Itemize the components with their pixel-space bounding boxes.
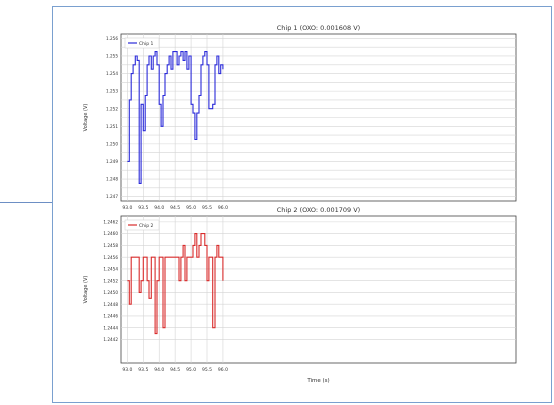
y-tick-label: 1.2452 bbox=[103, 278, 118, 283]
y-tick-label: 1.254 bbox=[106, 71, 118, 76]
legend-box bbox=[124, 37, 160, 49]
plot-area bbox=[120, 215, 517, 364]
chart-title-chip-1: Chip 1 (OXO: 0.001608 V) bbox=[277, 24, 360, 32]
y-tick-label: 1.2458 bbox=[103, 243, 118, 248]
y-tick-label: 1.256 bbox=[106, 36, 118, 41]
y-tick-label: 1.2442 bbox=[103, 337, 118, 342]
y-tick-label: 1.251 bbox=[106, 124, 118, 129]
y-axis-label-chip-1: Voltage (V) bbox=[83, 104, 89, 132]
chart-title-chip-2: Chip 2 (OXO: 0.001709 V) bbox=[277, 206, 360, 214]
y-tick-label: 1.250 bbox=[106, 141, 118, 146]
y-tick-label: 1.2448 bbox=[103, 302, 118, 307]
y-tick-label: 1.255 bbox=[106, 54, 118, 59]
y-tick-label: 1.2446 bbox=[103, 314, 118, 319]
chart-chip-1: Chip 1 (OXO: 0.001608 V) Voltage (V) 93.… bbox=[83, 24, 517, 211]
series-line-chip-1 bbox=[127, 51, 224, 184]
y-axis-label-chip-2: Voltage (V) bbox=[83, 276, 89, 304]
x-tick-label: 95.0 bbox=[186, 367, 196, 373]
y-tick-label: 1.2462 bbox=[103, 219, 118, 224]
x-tick-label: 95.0 bbox=[186, 205, 196, 211]
x-tick-label: 94.0 bbox=[154, 205, 164, 211]
y-tick-label: 1.2460 bbox=[103, 231, 118, 236]
series-line-chip-2 bbox=[127, 233, 224, 335]
y-tick-label: 1.2454 bbox=[103, 267, 118, 272]
y-tick-label: 1.248 bbox=[106, 177, 118, 182]
x-tick-label: 96.0 bbox=[218, 367, 228, 373]
legend-label: Chip 1 bbox=[139, 41, 154, 47]
y-tick-label: 1.253 bbox=[106, 89, 118, 94]
x-tick-label: 94.0 bbox=[154, 367, 164, 373]
legend-label: Chip 2 bbox=[139, 223, 154, 229]
y-tick-label: 1.2444 bbox=[103, 325, 118, 330]
x-tick-label: 93.0 bbox=[122, 205, 132, 211]
x-tick-label: 94.5 bbox=[170, 367, 180, 373]
y-tick-label: 1.2456 bbox=[103, 255, 118, 260]
x-tick-label: 93.0 bbox=[122, 367, 132, 373]
left-connector-line bbox=[0, 202, 52, 203]
x-tick-label: 96.0 bbox=[218, 205, 228, 211]
x-tick-label: 95.5 bbox=[202, 367, 212, 373]
y-tick-label: 1.252 bbox=[106, 106, 118, 111]
x-tick-label: 93.5 bbox=[138, 367, 148, 373]
x-axis-label-chip-2: Time (s) bbox=[306, 378, 329, 384]
y-tick-label: 1.247 bbox=[106, 194, 118, 199]
x-tick-label: 95.5 bbox=[202, 205, 212, 211]
x-tick-label: 93.5 bbox=[138, 205, 148, 211]
legend-box bbox=[124, 219, 160, 231]
chart-chip-2: Chip 2 (OXO: 0.001709 V) Voltage (V) Tim… bbox=[83, 206, 517, 384]
y-tick-label: 1.249 bbox=[106, 159, 118, 164]
y-tick-label: 1.2450 bbox=[103, 290, 118, 295]
x-tick-label: 94.5 bbox=[170, 205, 180, 211]
